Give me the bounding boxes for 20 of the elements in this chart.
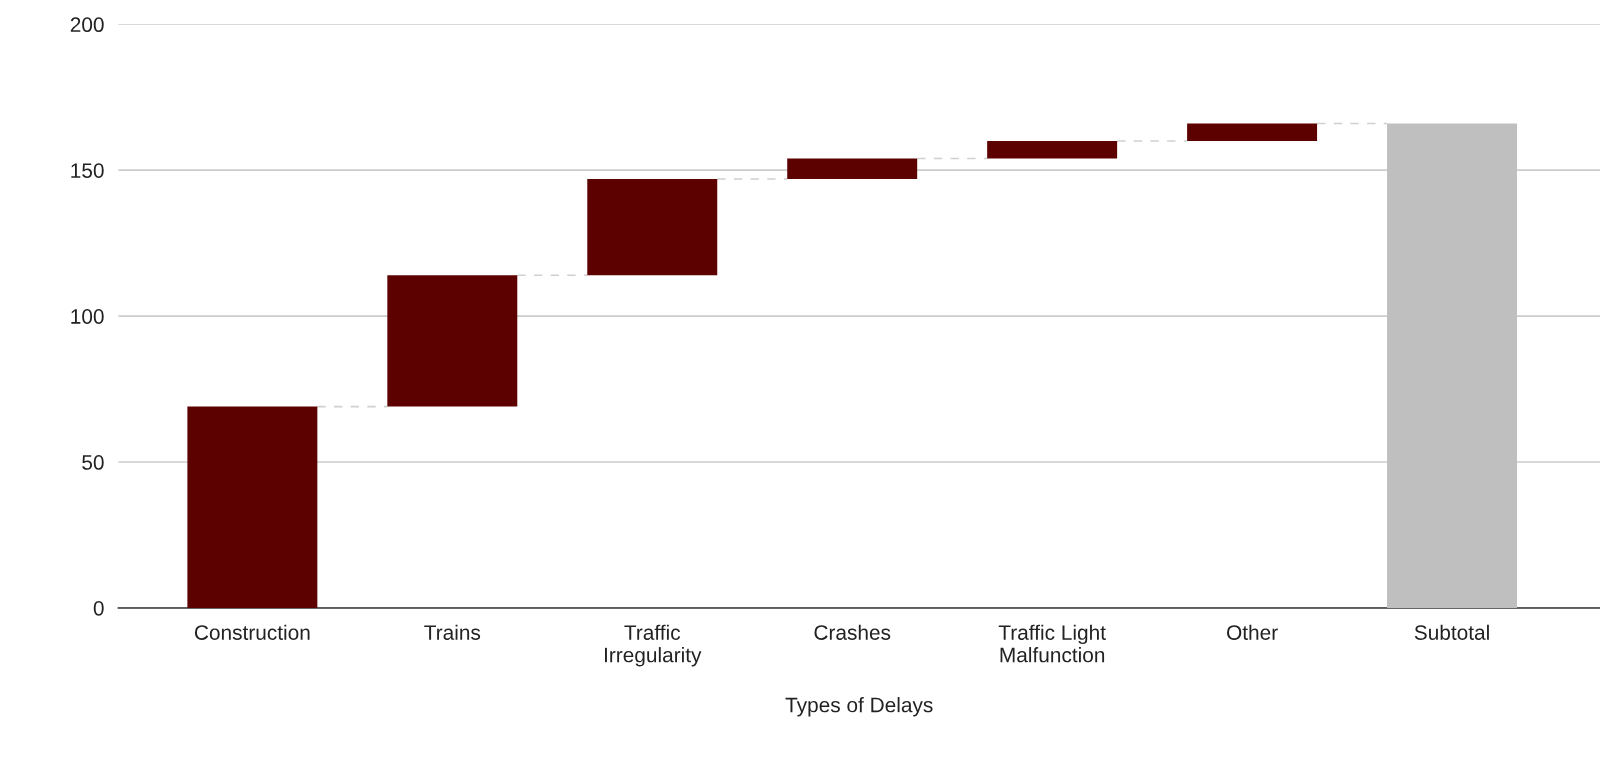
y-tick-label: 100 [71,309,104,324]
x-tick-label: Subtotal [1414,624,1489,640]
bar [1387,123,1518,608]
x-tick-label: Trains [424,624,481,640]
bar [187,406,318,608]
bar [787,158,918,179]
y-tick-label: 200 [70,17,104,33]
y-tick-label: 0 [93,600,104,616]
bar [987,141,1118,159]
x-tick-label: Crashes [814,624,891,640]
x-tick-label: Traffic Light Malfunction [998,624,1106,663]
bar [587,178,718,276]
bar [387,275,518,407]
y-tick-label: 50 [82,455,104,470]
x-tick-label: Traffic Irregularity [604,624,702,667]
x-axis-title: Types of Delays [785,697,933,717]
x-tick-label: Other [1227,624,1278,640]
x-tick-label: Construction [194,624,310,640]
bar [1187,123,1318,142]
y-tick-label: 150 [71,163,104,178]
